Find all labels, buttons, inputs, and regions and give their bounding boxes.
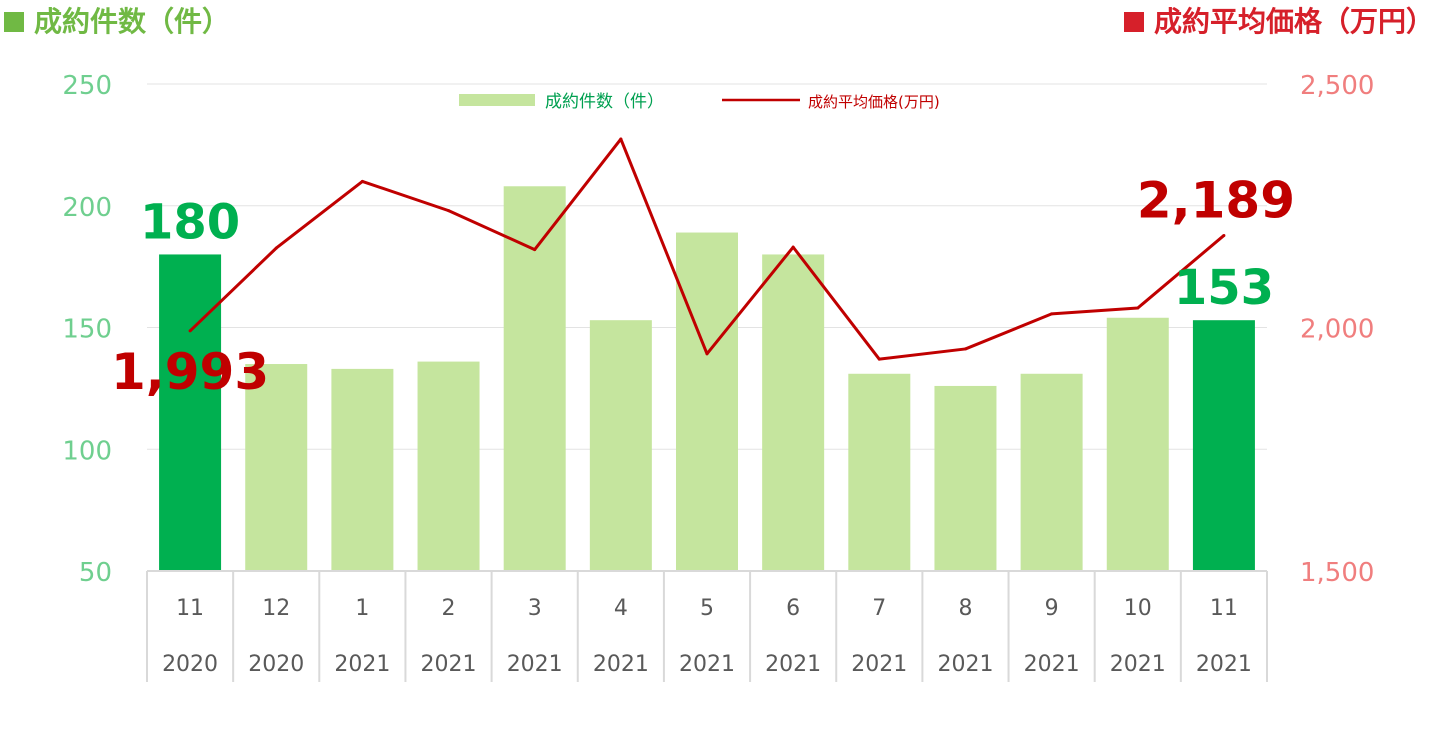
x-tick-year: 2021	[1196, 652, 1252, 677]
x-tick-month: 1	[355, 596, 369, 621]
right-tick-label: 2,000	[1300, 315, 1374, 345]
x-tick-month: 11	[176, 596, 204, 621]
x-tick-month: 5	[700, 596, 714, 621]
x-tick-month: 6	[786, 596, 800, 621]
x-tick-year: 2021	[1110, 652, 1166, 677]
x-tick-month: 12	[262, 596, 290, 621]
right-tick-label: 2,500	[1300, 71, 1374, 101]
line-point	[1136, 306, 1140, 310]
x-axis: 11 2020 12 2020 1 2021 2 2021 3 2021 4 2021 5 2021 6 20…	[146, 570, 1268, 682]
line-point	[963, 347, 967, 351]
bar	[934, 385, 997, 571]
bar	[245, 364, 308, 571]
x-tick-month: 4	[614, 596, 628, 621]
left-axis-header: 成約件数（件）	[4, 2, 230, 42]
x-tick-year: 2021	[765, 652, 821, 677]
x-tick-month: 10	[1124, 596, 1152, 621]
x-tick-year: 2021	[507, 652, 563, 677]
data-callouts: 180 1,993 153 2,189	[111, 171, 1295, 400]
callout-last-bar: 153	[1174, 260, 1274, 316]
line-point	[533, 248, 537, 252]
bar	[331, 368, 394, 571]
legend-bar-label: 成約件数（件）	[545, 92, 664, 112]
x-tick-year: 2021	[1024, 652, 1080, 677]
bar	[762, 254, 825, 571]
line-point	[877, 357, 881, 361]
line-point	[791, 245, 795, 249]
bar	[1192, 320, 1255, 571]
x-tick-year: 2021	[679, 652, 735, 677]
bar	[676, 232, 738, 571]
bar	[417, 361, 480, 571]
callout-first-bar: 180	[140, 194, 240, 250]
left-axis-title: 成約件数（件）	[34, 5, 231, 38]
line-point	[360, 179, 364, 183]
line-point	[1222, 233, 1226, 237]
line-point	[188, 329, 192, 333]
legend-line-label: 成約平均価格(万円)	[808, 93, 940, 111]
left-axis-ticks: 50 100 150 200 250	[62, 71, 112, 588]
right-axis-title: 成約平均価格（万円）	[1153, 5, 1434, 38]
bar	[1106, 317, 1169, 571]
bar	[1020, 373, 1083, 571]
bar	[589, 320, 652, 571]
right-tick-label: 1,500	[1300, 558, 1374, 588]
x-tick-year: 2020	[248, 652, 304, 677]
line-point	[1050, 312, 1054, 316]
green-square-icon	[4, 12, 24, 32]
bar	[503, 186, 566, 571]
line-point	[274, 246, 278, 250]
red-square-icon	[1123, 12, 1144, 32]
right-axis-header: 成約平均価格（万円）	[1123, 2, 1434, 42]
left-tick-label: 50	[79, 558, 112, 588]
line-point	[705, 352, 709, 356]
x-tick-month: 2	[442, 596, 456, 621]
right-axis-ticks: 1,500 2,000 2,500	[1300, 71, 1374, 588]
bar-series	[159, 186, 1255, 571]
left-tick-label: 250	[62, 71, 112, 101]
left-tick-label: 100	[62, 436, 112, 466]
line-point	[447, 209, 451, 213]
callout-first-price: 1,993	[111, 343, 269, 401]
callout-last-price: 2,189	[1137, 171, 1295, 229]
left-tick-label: 150	[62, 315, 112, 345]
x-tick-year: 2021	[593, 652, 649, 677]
x-tick-year: 2021	[334, 652, 390, 677]
x-tick-year: 2021	[421, 652, 477, 677]
x-tick-year: 2021	[851, 652, 907, 677]
line-point	[619, 137, 623, 141]
x-tick-month: 8	[958, 596, 972, 621]
x-tick-month: 11	[1210, 596, 1238, 621]
x-tick-year: 2020	[162, 652, 218, 677]
x-tick-month: 7	[872, 596, 886, 621]
x-tick-year: 2021	[937, 652, 993, 677]
legend: 成約件数（件） 成約平均価格(万円)	[459, 92, 940, 112]
left-tick-label: 200	[62, 193, 112, 223]
line-series	[188, 137, 1226, 361]
x-tick-month: 9	[1045, 596, 1059, 621]
legend-bar-swatch	[459, 94, 535, 106]
bar	[848, 373, 911, 571]
bar	[159, 254, 222, 571]
x-tick-month: 3	[528, 596, 542, 621]
